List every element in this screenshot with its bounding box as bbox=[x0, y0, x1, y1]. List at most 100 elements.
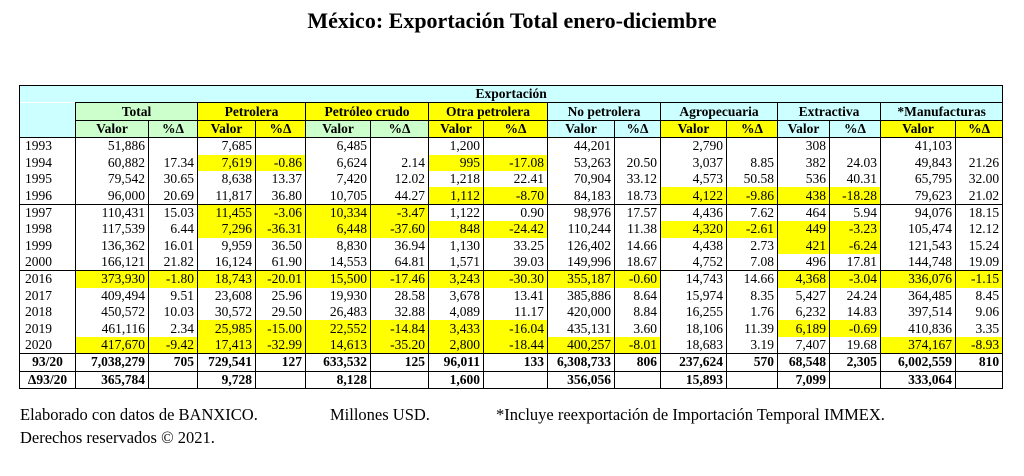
pct-change-cell: 7.08 bbox=[726, 253, 778, 272]
value-cell: 105,474 bbox=[880, 221, 956, 238]
pct-change-cell: 705 bbox=[148, 353, 198, 372]
pct-change-cell: -14.84 bbox=[370, 320, 429, 337]
value-cell: 117,539 bbox=[75, 221, 149, 238]
value-cell: 449 bbox=[777, 221, 830, 238]
pct-change-cell bbox=[148, 370, 198, 390]
value-cell: 6,232 bbox=[777, 304, 830, 321]
year-cell: 2017 bbox=[19, 287, 76, 305]
value-cell: 3,678 bbox=[428, 287, 484, 305]
value-cell: 121,543 bbox=[880, 237, 956, 254]
value-cell: 70,904 bbox=[547, 170, 615, 188]
pct-change-cell: 3.60 bbox=[614, 320, 661, 337]
value-cell: 417,670 bbox=[75, 336, 149, 355]
pct-change-cell: 18.73 bbox=[614, 187, 661, 205]
pct-change-cell: 20.69 bbox=[148, 187, 198, 205]
pct-change-cell: 17.57 bbox=[614, 204, 661, 222]
value-cell: 356,056 bbox=[547, 370, 615, 390]
pct-change-cell: -35.20 bbox=[370, 336, 429, 355]
value-cell: 496 bbox=[777, 253, 830, 272]
value-cell: 19,930 bbox=[305, 287, 371, 305]
pct-change-cell: 36.94 bbox=[370, 237, 429, 254]
pct-change-cell: 13.41 bbox=[483, 287, 548, 305]
value-cell: 126,402 bbox=[547, 237, 615, 254]
pct-change-cell: 13.37 bbox=[255, 170, 306, 188]
pct-change-cell: 36.50 bbox=[255, 237, 306, 254]
pct-change-cell: 24.24 bbox=[829, 287, 881, 305]
value-cell: 355,187 bbox=[547, 270, 615, 288]
value-cell: 94,076 bbox=[880, 204, 956, 222]
pct-change-cell: 0.90 bbox=[483, 204, 548, 222]
pct-change-cell: 8.64 bbox=[614, 287, 661, 305]
value-cell: 400,257 bbox=[547, 336, 615, 355]
pct-change-cell: 36.80 bbox=[255, 187, 306, 205]
value-cell: 15,893 bbox=[660, 370, 727, 390]
group-header: Otra petrolera bbox=[428, 102, 548, 121]
year-cell: 1995 bbox=[19, 170, 76, 188]
pct-change-cell: 8.35 bbox=[726, 287, 778, 305]
pct-change-header: %Δ bbox=[148, 119, 198, 139]
value-cell: 4,368 bbox=[777, 270, 830, 288]
value-cell: 365,784 bbox=[75, 370, 149, 390]
pct-change-cell: -17.08 bbox=[483, 154, 548, 171]
pct-change-cell: 125 bbox=[370, 353, 429, 372]
pct-change-cell: 32.00 bbox=[954, 170, 1004, 188]
value-header: Valor bbox=[75, 119, 149, 139]
pct-change-cell: 15.03 bbox=[148, 204, 198, 222]
year-cell: 2000 bbox=[19, 253, 76, 272]
value-cell: 7,038,279 bbox=[75, 353, 149, 372]
group-header: Petrolera bbox=[197, 102, 306, 121]
pct-change-header: %Δ bbox=[483, 119, 548, 139]
pct-change-cell: 9.51 bbox=[148, 287, 198, 305]
pct-change-cell: 8.45 bbox=[954, 287, 1004, 305]
pct-change-cell: 3.19 bbox=[726, 336, 778, 355]
value-cell: 79,623 bbox=[880, 187, 956, 205]
value-cell: 421 bbox=[777, 237, 830, 254]
pct-change-cell: -17.46 bbox=[370, 270, 429, 288]
pct-change-cell: 12.02 bbox=[370, 170, 429, 188]
value-cell: 15,500 bbox=[305, 270, 371, 288]
year-cell: 2020 bbox=[19, 336, 76, 355]
value-cell: 1,600 bbox=[428, 370, 484, 390]
pct-change-cell bbox=[370, 370, 429, 390]
pct-change-cell: 18.15 bbox=[954, 204, 1004, 222]
value-cell: 3,433 bbox=[428, 320, 484, 337]
value-cell: 16,255 bbox=[660, 304, 727, 321]
pct-change-cell: -6.24 bbox=[829, 237, 881, 254]
pct-change-cell: 50.58 bbox=[726, 170, 778, 188]
value-cell: 1,218 bbox=[428, 170, 484, 188]
table-row: 2018 450,572 10.03 30,572 29.50 26,483 32.88 4,… bbox=[19, 304, 1004, 321]
super-header: Exportación bbox=[18, 84, 1004, 103]
pct-change-cell: 8.85 bbox=[726, 154, 778, 171]
value-cell: 8,128 bbox=[305, 370, 371, 390]
value-cell: 10,334 bbox=[305, 204, 371, 222]
value-cell: 536 bbox=[777, 170, 830, 188]
value-cell: 16,124 bbox=[197, 253, 256, 272]
pct-change-cell: 22.41 bbox=[483, 170, 548, 188]
value-header: Valor bbox=[880, 119, 956, 139]
year-cell: 1997 bbox=[19, 204, 76, 222]
group-header: Total bbox=[75, 102, 198, 121]
pct-change-cell bbox=[255, 370, 306, 390]
value-cell: 149,996 bbox=[547, 253, 615, 272]
pct-change-cell: 29.50 bbox=[255, 304, 306, 321]
value-cell: 44,201 bbox=[547, 137, 615, 155]
pct-change-cell: 127 bbox=[255, 353, 306, 372]
pct-change-cell bbox=[148, 137, 198, 155]
value-cell: 51,886 bbox=[75, 137, 149, 155]
value-cell: 60,882 bbox=[75, 154, 149, 171]
value-cell: 7,407 bbox=[777, 336, 830, 355]
pct-change-cell: -9.42 bbox=[148, 336, 198, 355]
value-cell: 4,436 bbox=[660, 204, 727, 222]
value-cell: 11,817 bbox=[197, 187, 256, 205]
value-cell: 410,836 bbox=[880, 320, 956, 337]
pct-change-cell: -15.00 bbox=[255, 320, 306, 337]
value-cell: 7,420 bbox=[305, 170, 371, 188]
value-header: Valor bbox=[547, 119, 615, 139]
year-cell: 2018 bbox=[19, 304, 76, 321]
pct-change-cell: 64.81 bbox=[370, 253, 429, 272]
pct-change-cell: 3.35 bbox=[954, 320, 1004, 337]
value-cell: 144,748 bbox=[880, 253, 956, 272]
pct-change-header: %Δ bbox=[255, 119, 306, 139]
value-cell: 25,985 bbox=[197, 320, 256, 337]
year-cell: 1994 bbox=[19, 154, 76, 171]
